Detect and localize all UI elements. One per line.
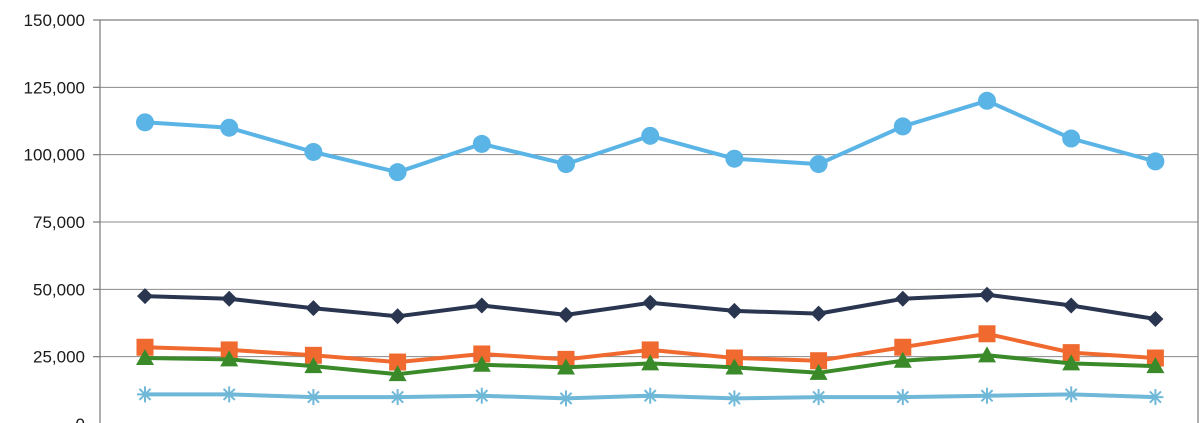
data-point-asterisk (894, 389, 911, 406)
data-point-triangle (220, 350, 239, 367)
series-asterisk (137, 386, 1164, 407)
data-point-triangle (472, 355, 491, 372)
data-point-square (641, 341, 659, 359)
data-point-triangle (641, 354, 660, 371)
data-point-triangle (136, 349, 154, 366)
data-point-circle (388, 163, 407, 182)
y-tick-label: 75,000 (33, 213, 85, 232)
data-point-diamond (1147, 310, 1164, 327)
data-point-asterisk (137, 386, 153, 403)
data-point-diamond (389, 308, 406, 325)
data-point-circle (220, 118, 239, 137)
y-axis-tick-labels: 150,000 125,000 100,000 75,000 50,000 25,000 0 (24, 11, 85, 423)
data-point-diamond (726, 302, 743, 319)
data-point-diamond (305, 300, 322, 317)
data-point-diamond (137, 288, 153, 305)
y-tick-label: 25,000 (33, 348, 85, 367)
data-point-diamond (810, 305, 827, 322)
data-point-triangle (388, 365, 407, 382)
data-point-triangle (557, 358, 575, 375)
data-point-circle (557, 155, 575, 174)
series-triangle (136, 346, 1165, 382)
data-point-asterisk (1063, 386, 1080, 403)
data-point-circle (809, 155, 828, 174)
data-point-square (978, 325, 996, 343)
series-circle (136, 91, 1165, 182)
data-point-square (389, 353, 407, 371)
data-point-triangle (893, 351, 912, 368)
data-point-asterisk (642, 387, 659, 404)
data-point-triangle (304, 357, 323, 374)
data-point-square (725, 349, 743, 367)
gridlines (93, 19, 1198, 358)
y-tick-label: 50,000 (33, 280, 85, 299)
data-point-triangle (809, 363, 828, 380)
data-point-circle (725, 149, 744, 168)
data-point-circle (472, 134, 491, 153)
data-point-circle (304, 142, 323, 161)
y-tick-label: 150,000 (24, 11, 85, 30)
data-point-diamond (221, 290, 238, 307)
y-tick-label: 125,000 (24, 78, 85, 97)
data-point-asterisk (305, 389, 322, 406)
series-square (136, 325, 1164, 371)
data-point-asterisk (389, 389, 406, 406)
data-point-triangle (978, 346, 996, 363)
plot-area-frame (99, 19, 1199, 423)
data-point-square (473, 345, 491, 363)
data-point-diamond (473, 297, 490, 314)
data-point-asterisk (979, 387, 995, 404)
data-point-circle (1062, 129, 1081, 148)
data-point-diamond (1063, 297, 1080, 314)
data-point-diamond (979, 286, 995, 303)
data-point-triangle (725, 358, 744, 375)
data-point-square (1062, 344, 1080, 362)
y-tick-label: 0 (76, 415, 85, 423)
data-point-circle (1146, 152, 1165, 171)
data-point-asterisk (810, 389, 827, 406)
data-point-asterisk (473, 387, 490, 404)
data-point-asterisk (558, 390, 574, 407)
data-point-square (304, 346, 322, 364)
data-point-circle (641, 126, 660, 145)
y-tick-label: 100,000 (24, 146, 85, 165)
data-point-triangle (1062, 354, 1081, 371)
data-point-circle (136, 113, 154, 132)
data-point-square (220, 341, 238, 359)
data-series (136, 91, 1165, 407)
data-point-asterisk (726, 390, 743, 407)
data-point-asterisk (1147, 389, 1164, 406)
data-point-triangle (1146, 357, 1165, 374)
data-point-asterisk (221, 386, 238, 403)
data-point-circle (893, 117, 912, 136)
data-point-square (810, 352, 828, 370)
data-point-diamond (642, 294, 659, 311)
data-point-circle (978, 91, 996, 110)
data-point-square (136, 338, 154, 356)
data-point-diamond (558, 306, 574, 323)
data-point-diamond (894, 290, 911, 307)
series-diamond (137, 286, 1164, 327)
data-point-square (894, 338, 912, 356)
